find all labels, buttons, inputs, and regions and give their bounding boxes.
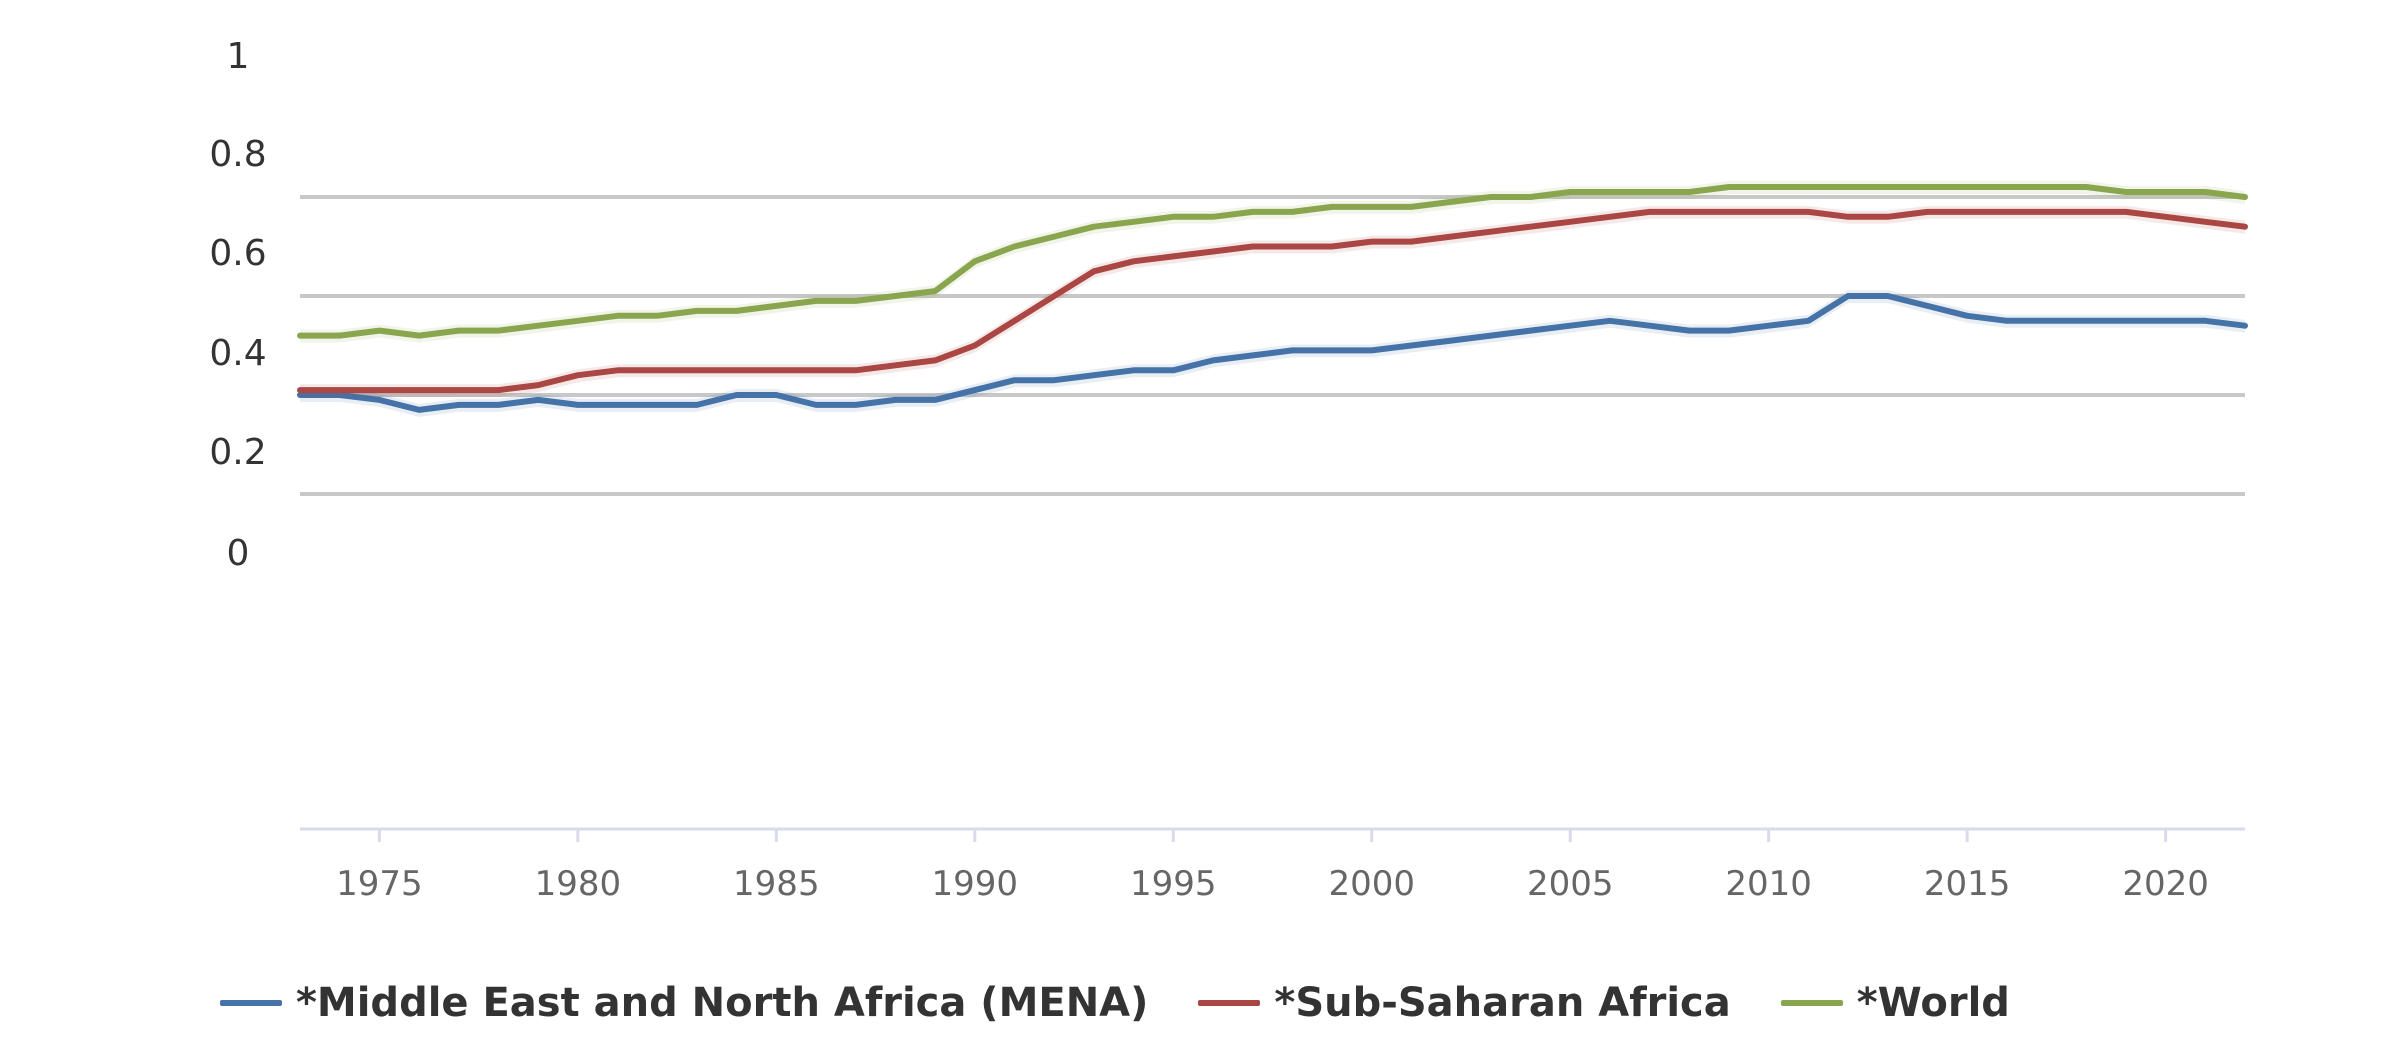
x-tick-label: 1975 (336, 864, 423, 904)
x-tick-label: 1985 (733, 864, 820, 904)
x-tick-label: 1995 (1130, 864, 1217, 904)
series-line-ssa[interactable] (297, 208, 2248, 394)
series-line-world[interactable] (297, 184, 2248, 339)
gridlines (300, 195, 2245, 496)
series-lines (297, 181, 2248, 417)
legend-label-world: *World (1856, 980, 2010, 1026)
legend-label-mena: *Middle East and North Africa (MENA) (296, 980, 1149, 1026)
x-tick-label: 2015 (1924, 864, 2011, 904)
x-tick-label: 2000 (1328, 864, 1415, 904)
y-tick-label: 0.8 (209, 134, 266, 175)
x-axis: 1975 1980 1985 1990 1995 2000 2005 2010 2015 2020 (300, 827, 2245, 904)
y-tick-label: 0.4 (209, 333, 266, 374)
y-tick-label: 0.2 (209, 432, 266, 473)
series-line-mena[interactable] (297, 293, 2248, 413)
x-tick-label: 2020 (2122, 864, 2209, 904)
legend-item-mena[interactable]: *Middle East and North Africa (MENA) (220, 980, 1148, 1026)
y-tick-label: 0 (227, 533, 250, 574)
y-tick-label: 1 (227, 36, 250, 77)
x-tick-label: 2010 (1725, 864, 1812, 904)
y-axis-tick-labels: 1 0.8 0.6 0.4 0.2 0 (209, 36, 266, 574)
legend: *Middle East and North Africa (MENA) *Su… (220, 975, 2010, 1031)
x-tick-label: 2005 (1527, 864, 1614, 904)
legend-item-world[interactable]: *World (1780, 980, 2010, 1026)
legend-swatch-ssa (1198, 1000, 1261, 1006)
legend-swatch-world (1780, 1000, 1843, 1006)
x-tick-label: 1980 (535, 864, 622, 904)
legend-item-ssa[interactable]: *Sub-Saharan Africa (1198, 980, 1731, 1026)
y-tick-label: 0.6 (209, 233, 266, 274)
legend-swatch-mena (220, 1000, 282, 1006)
x-tick-label: 1990 (932, 864, 1019, 904)
legend-label-ssa: *Sub-Saharan Africa (1274, 980, 1731, 1026)
series-band-ssa (300, 205, 2245, 398)
